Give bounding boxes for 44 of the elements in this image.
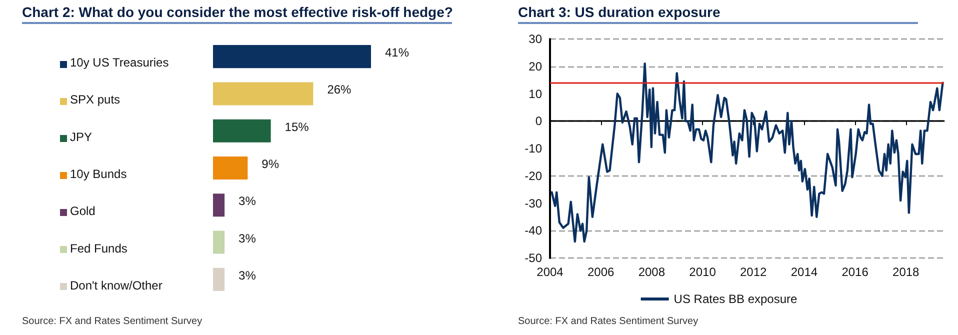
data-label: 9% xyxy=(262,157,280,171)
bar xyxy=(213,119,271,142)
line-series xyxy=(550,62,944,243)
y-tick-label: 0 xyxy=(535,114,542,128)
source-note: Source: FX and Rates Sentiment Survey xyxy=(22,316,202,327)
y-tick-label: SPX puts xyxy=(70,92,120,107)
y-tick-label: Gold xyxy=(70,204,96,218)
y-tick-label: -40 xyxy=(524,224,542,238)
x-tick-label: 2010 xyxy=(689,265,716,279)
y-tick-label: 20 xyxy=(528,59,542,74)
data-label: 41% xyxy=(385,46,410,60)
y-tick-label: Don't know/Other xyxy=(70,278,162,292)
y-tick-label: 10y US Treasuries xyxy=(70,56,169,70)
bar xyxy=(213,45,371,68)
x-tick-label: 2018 xyxy=(892,265,920,279)
x-tick-label: 2016 xyxy=(842,265,869,279)
x-tick-label: 2008 xyxy=(638,265,666,279)
y-tick-label: 30 xyxy=(528,32,542,46)
bar xyxy=(213,194,225,217)
bar xyxy=(213,230,225,254)
bar xyxy=(213,268,225,291)
y-tick-label: 10y Bunds xyxy=(70,167,127,181)
bar xyxy=(213,156,248,180)
y-tick-label: 10 xyxy=(528,86,542,101)
chart-title: Chart 3: US duration exposure xyxy=(518,4,918,24)
source-note: Source: FX and Rates Sentiment Survey xyxy=(518,316,698,327)
y-tick-label: -50 xyxy=(524,251,542,265)
data-label: 3% xyxy=(238,231,256,246)
data-label: 3% xyxy=(238,268,256,282)
x-tick-label: 2004 xyxy=(536,265,564,279)
data-label: 15% xyxy=(284,120,310,134)
data-label: 3% xyxy=(238,194,256,208)
x-tick-label: 2006 xyxy=(587,265,615,279)
chart-title: Chart 2: What do you consider the most effective risk-off hedge? xyxy=(22,4,453,24)
bar xyxy=(213,82,314,106)
y-tick-label: -20 xyxy=(524,168,542,183)
y-tick-label: -30 xyxy=(524,196,542,210)
y-tick-label: -10 xyxy=(524,142,542,156)
y-tick-label: JPY xyxy=(70,130,92,144)
x-tick-label: 2012 xyxy=(740,265,768,279)
y-tick-label: Fed Funds xyxy=(70,241,128,256)
data-label: 26% xyxy=(327,82,352,97)
x-tick-label: 2014 xyxy=(790,265,818,279)
legend-label: US Rates BB exposure xyxy=(674,292,798,306)
